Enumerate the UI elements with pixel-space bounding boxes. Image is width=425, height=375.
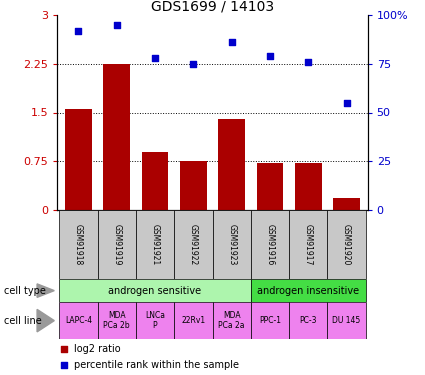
Bar xyxy=(295,163,322,210)
Bar xyxy=(136,210,174,279)
Text: GSM91922: GSM91922 xyxy=(189,224,198,266)
Bar xyxy=(257,163,283,210)
Text: GSM91917: GSM91917 xyxy=(304,224,313,266)
Bar xyxy=(98,210,136,279)
Text: PC-3: PC-3 xyxy=(300,316,317,325)
Text: MDA
PCa 2b: MDA PCa 2b xyxy=(103,311,130,330)
Bar xyxy=(65,109,92,210)
Point xyxy=(60,362,67,368)
Bar xyxy=(327,210,366,279)
Bar xyxy=(103,64,130,210)
Text: GSM91918: GSM91918 xyxy=(74,224,83,266)
Text: GSM91920: GSM91920 xyxy=(342,224,351,266)
Bar xyxy=(327,302,366,339)
Point xyxy=(228,39,235,45)
Text: GSM91919: GSM91919 xyxy=(112,224,121,266)
Bar xyxy=(60,279,251,302)
Bar xyxy=(60,302,98,339)
Bar xyxy=(60,210,98,279)
Text: GSM91916: GSM91916 xyxy=(266,224,275,266)
Point xyxy=(60,346,67,352)
Bar xyxy=(218,119,245,210)
Bar xyxy=(251,302,289,339)
Bar xyxy=(98,302,136,339)
Polygon shape xyxy=(37,284,54,297)
Text: cell line: cell line xyxy=(4,316,42,326)
Point xyxy=(305,59,312,65)
Text: PPC-1: PPC-1 xyxy=(259,316,281,325)
Bar xyxy=(289,210,327,279)
Text: DU 145: DU 145 xyxy=(332,316,361,325)
Point xyxy=(190,61,197,67)
Bar xyxy=(251,279,366,302)
Text: LAPC-4: LAPC-4 xyxy=(65,316,92,325)
Text: MDA
PCa 2a: MDA PCa 2a xyxy=(218,311,245,330)
Polygon shape xyxy=(37,309,54,332)
Bar xyxy=(142,152,168,210)
Bar xyxy=(174,210,212,279)
Bar xyxy=(212,210,251,279)
Text: GSM91923: GSM91923 xyxy=(227,224,236,266)
Text: LNCa
P: LNCa P xyxy=(145,311,165,330)
Text: GSM91921: GSM91921 xyxy=(150,224,159,266)
Bar xyxy=(212,302,251,339)
Text: cell type: cell type xyxy=(4,286,46,296)
Point xyxy=(113,22,120,28)
Bar xyxy=(180,161,207,210)
Text: androgen sensitive: androgen sensitive xyxy=(108,286,201,296)
Text: 22Rv1: 22Rv1 xyxy=(181,316,205,325)
Bar xyxy=(333,198,360,210)
Point xyxy=(343,100,350,106)
Text: androgen insensitive: androgen insensitive xyxy=(257,286,359,296)
Text: log2 ratio: log2 ratio xyxy=(74,344,121,354)
Point xyxy=(152,55,159,61)
Bar xyxy=(136,302,174,339)
Bar xyxy=(251,210,289,279)
Text: percentile rank within the sample: percentile rank within the sample xyxy=(74,360,239,370)
Title: GDS1699 / 14103: GDS1699 / 14103 xyxy=(151,0,274,14)
Point xyxy=(75,28,82,34)
Bar xyxy=(289,302,327,339)
Point xyxy=(266,53,273,59)
Bar xyxy=(174,302,212,339)
